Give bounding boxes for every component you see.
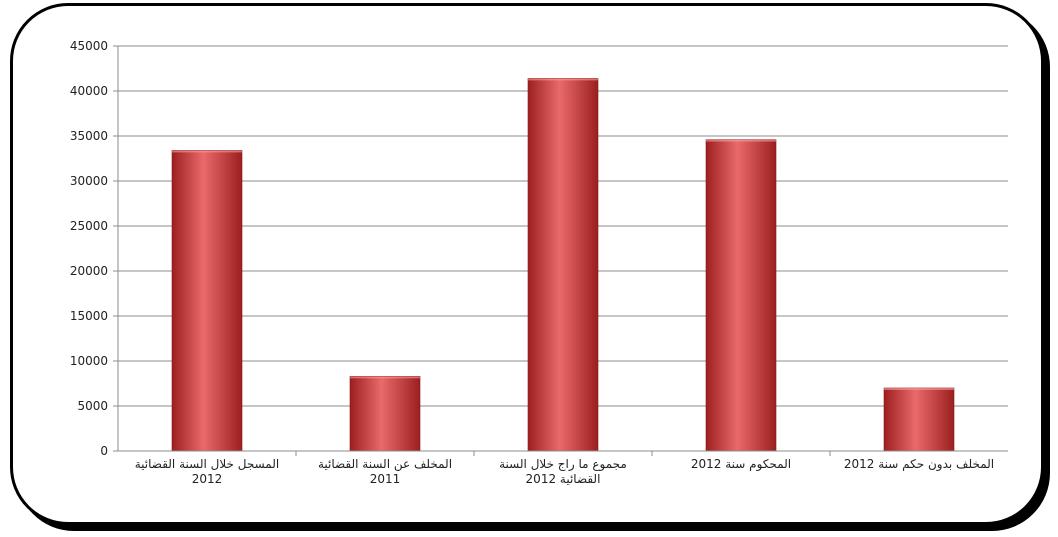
bar-4	[705, 139, 777, 452]
category-label: المحكوم سنة 2012	[691, 457, 791, 472]
bar-highlight	[706, 139, 776, 142]
bar-2	[349, 375, 421, 452]
bar-3	[527, 78, 599, 452]
bar-highlight	[884, 388, 954, 390]
y-axis-ticks: 0 5000 10000 15000 20000 25000 30000 35000 40000…	[70, 39, 118, 458]
y-tick-label: 45000	[70, 39, 108, 53]
bar-highlight	[528, 78, 598, 81]
y-tick-label: 5000	[77, 399, 108, 413]
y-tick-label: 0	[100, 444, 108, 458]
category-label: المسجل خلال السنة القضائية 2012	[135, 457, 279, 486]
y-tick-label: 30000	[70, 174, 108, 188]
y-tick-label: 35000	[70, 129, 108, 143]
bar-highlight	[350, 376, 420, 379]
bar-1	[171, 150, 243, 452]
bar-highlight	[172, 150, 242, 153]
y-tick-label: 20000	[70, 264, 108, 278]
bar-5	[883, 387, 955, 452]
category-label: مجموع ما راج خلال السنة القضائية 2012	[499, 457, 627, 486]
x-axis-labels: المسجل خلال السنة القضائية 2012 المخلف عن …	[135, 451, 994, 486]
y-tick-label: 25000	[70, 219, 108, 233]
category-label: المخلف عن السنة القضائية 2011	[318, 457, 452, 486]
y-tick-label: 15000	[70, 309, 108, 323]
bars	[171, 78, 955, 452]
y-tick-label: 40000	[70, 84, 108, 98]
category-label: المخلف بدون حكم سنة 2012	[844, 457, 994, 472]
y-tick-label: 10000	[70, 354, 108, 368]
axes	[117, 46, 1008, 452]
